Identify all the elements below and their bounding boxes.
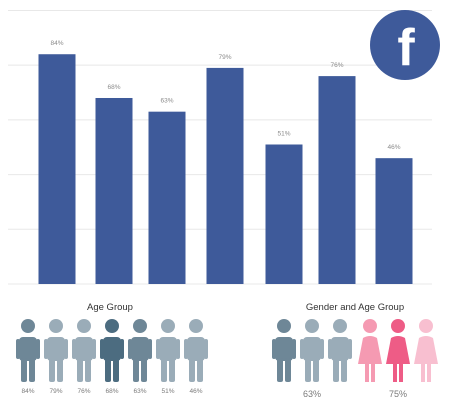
bar-value-label: 63% — [160, 98, 173, 105]
female-person-icon — [386, 318, 410, 387]
person-icon — [100, 318, 124, 387]
bar — [148, 111, 186, 284]
facebook-logo-icon: f — [397, 19, 415, 77]
bar-value-label: 46% — [387, 144, 400, 151]
age-group-title: Age Group — [87, 302, 133, 313]
age-percent-label: 79% — [49, 388, 63, 395]
bar-chart: 84% 68% 63% 79% 51% 76% 46% — [8, 9, 432, 285]
person-icon — [128, 318, 152, 387]
person-icon — [156, 318, 180, 387]
age-group-people: 84% 79% 76% 68% 63% 51% 46% — [0, 318, 220, 402]
age-percent-label: 76% — [77, 388, 91, 395]
svg-text:f: f — [397, 19, 415, 77]
female-person-icon — [358, 318, 382, 387]
age-percent-label: 68% — [105, 388, 119, 395]
male-person-icon — [300, 318, 324, 387]
bar-value-label: 84% — [50, 40, 63, 47]
gender-age-group-people: 63% 75% — [262, 318, 451, 402]
bar — [38, 54, 76, 285]
male-person-icon — [328, 318, 352, 387]
age-percent-label: 46% — [189, 388, 203, 395]
age-percent-label: 63% — [133, 388, 147, 395]
person-icon — [44, 318, 68, 387]
bar — [95, 97, 133, 284]
facebook-logo: f — [370, 10, 440, 80]
gender-age-group-title: Gender and Age Group — [305, 302, 405, 313]
bar-value-label: 68% — [107, 84, 120, 91]
age-percent-label: 84% — [21, 388, 35, 395]
age-percent-label: 51% — [161, 388, 175, 395]
bar — [318, 76, 356, 285]
bar-value-label: 51% — [277, 130, 290, 137]
person-icon — [16, 318, 40, 387]
person-icon — [72, 318, 96, 387]
female-percent-label: 75% — [388, 389, 407, 399]
bar-value-label: 76% — [330, 62, 343, 69]
bar-value-label: 79% — [218, 54, 231, 61]
bar — [265, 144, 303, 284]
person-icon — [184, 318, 208, 387]
female-person-icon — [414, 318, 438, 387]
male-percent-label: 63% — [302, 389, 321, 399]
bar — [206, 67, 244, 284]
bar — [375, 158, 413, 284]
male-person-icon — [272, 318, 296, 387]
